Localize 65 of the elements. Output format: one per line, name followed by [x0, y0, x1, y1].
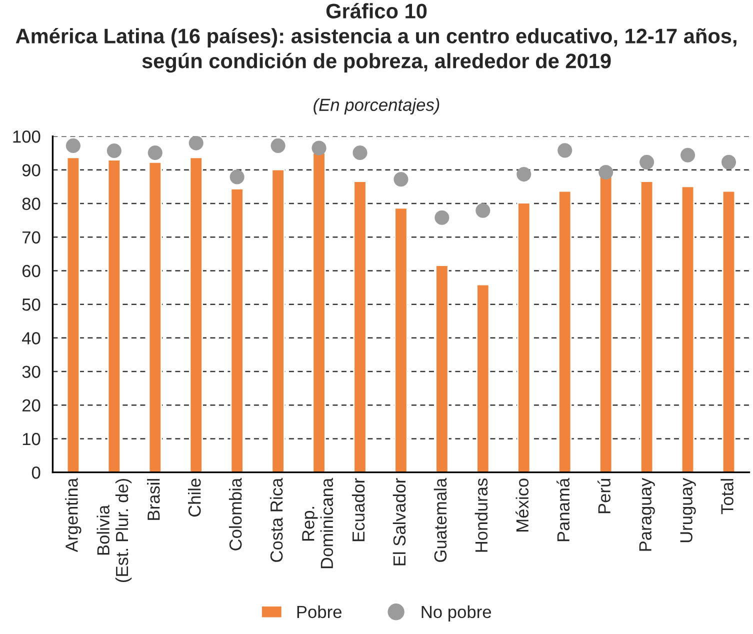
point — [394, 172, 408, 187]
x-tick-label: Argentina — [65, 478, 82, 552]
point — [476, 203, 490, 218]
y-tick-label: 10 — [22, 432, 40, 446]
x-tick-label: Guatemala — [434, 478, 447, 562]
x-tick-label: Ecuador — [352, 478, 365, 542]
x-tick-label: Costa Rica — [270, 478, 283, 562]
y-tick-label: 30 — [22, 366, 40, 378]
chart-title: Gráfico 10 América Latina (16 países): asistencia a un centro educativo, 12-17 años, según condición de pobreza, alrededor de 2019 — [16, 2, 736, 73]
legend-label: No pobre — [422, 605, 492, 622]
point — [352, 145, 368, 160]
y-tick-label: 0 — [32, 466, 40, 479]
x-tick-label: Total — [720, 479, 734, 514]
point — [516, 166, 532, 182]
y-tick-label: 20 — [22, 399, 40, 412]
bar — [353, 180, 367, 472]
point — [270, 138, 286, 153]
chart-subtitle: (En porcentajes) — [314, 98, 440, 114]
y-tick-label: 50 — [22, 298, 40, 311]
bar — [640, 180, 654, 472]
x-tick-label: Panamá — [556, 478, 570, 542]
bar — [148, 161, 162, 472]
bar — [517, 202, 531, 472]
bar — [722, 190, 736, 472]
point — [721, 154, 736, 170]
point — [598, 164, 614, 180]
point — [106, 143, 122, 158]
x-tick-label: Bolivia (Est. Plur. de) — [96, 478, 132, 582]
bar — [107, 159, 122, 472]
x-tick-label: Perú — [598, 478, 610, 514]
x-tick-label: Honduras — [474, 478, 488, 552]
legend-label: Pobre — [297, 605, 342, 618]
y-tick-label: 90 — [22, 164, 40, 176]
x-tick-label: Uruguay — [680, 478, 696, 542]
point — [558, 143, 572, 158]
point — [434, 210, 450, 225]
point — [188, 136, 204, 150]
point — [680, 148, 696, 162]
x-tick-label: Colombia — [228, 478, 242, 550]
bar — [312, 152, 326, 472]
point — [640, 154, 654, 170]
point — [312, 140, 326, 156]
y-tick-label: 100 — [13, 130, 40, 143]
y-tick-label: 60 — [22, 264, 40, 278]
bar — [476, 284, 490, 472]
bar — [66, 156, 80, 472]
bar — [394, 207, 408, 472]
x-tick-label: Paraguay — [639, 478, 655, 551]
bar — [558, 190, 572, 472]
x-tick-label: Rep. Dominicana — [302, 478, 334, 568]
point — [148, 145, 162, 160]
y-tick-label: 80 — [22, 198, 40, 210]
x-tick-label: Chile — [188, 478, 201, 517]
y-tick-label: 70 — [22, 231, 40, 244]
y-tick-label: 40 — [22, 332, 40, 344]
bar — [680, 186, 695, 472]
x-tick-label: México — [516, 478, 529, 532]
x-tick-label: El Salvador — [392, 478, 406, 566]
point — [66, 138, 80, 153]
x-tick-label: Brasil — [147, 479, 160, 520]
bar — [271, 168, 285, 472]
bar — [230, 188, 244, 472]
bar — [435, 264, 449, 472]
bar — [189, 156, 203, 472]
point — [230, 170, 244, 184]
